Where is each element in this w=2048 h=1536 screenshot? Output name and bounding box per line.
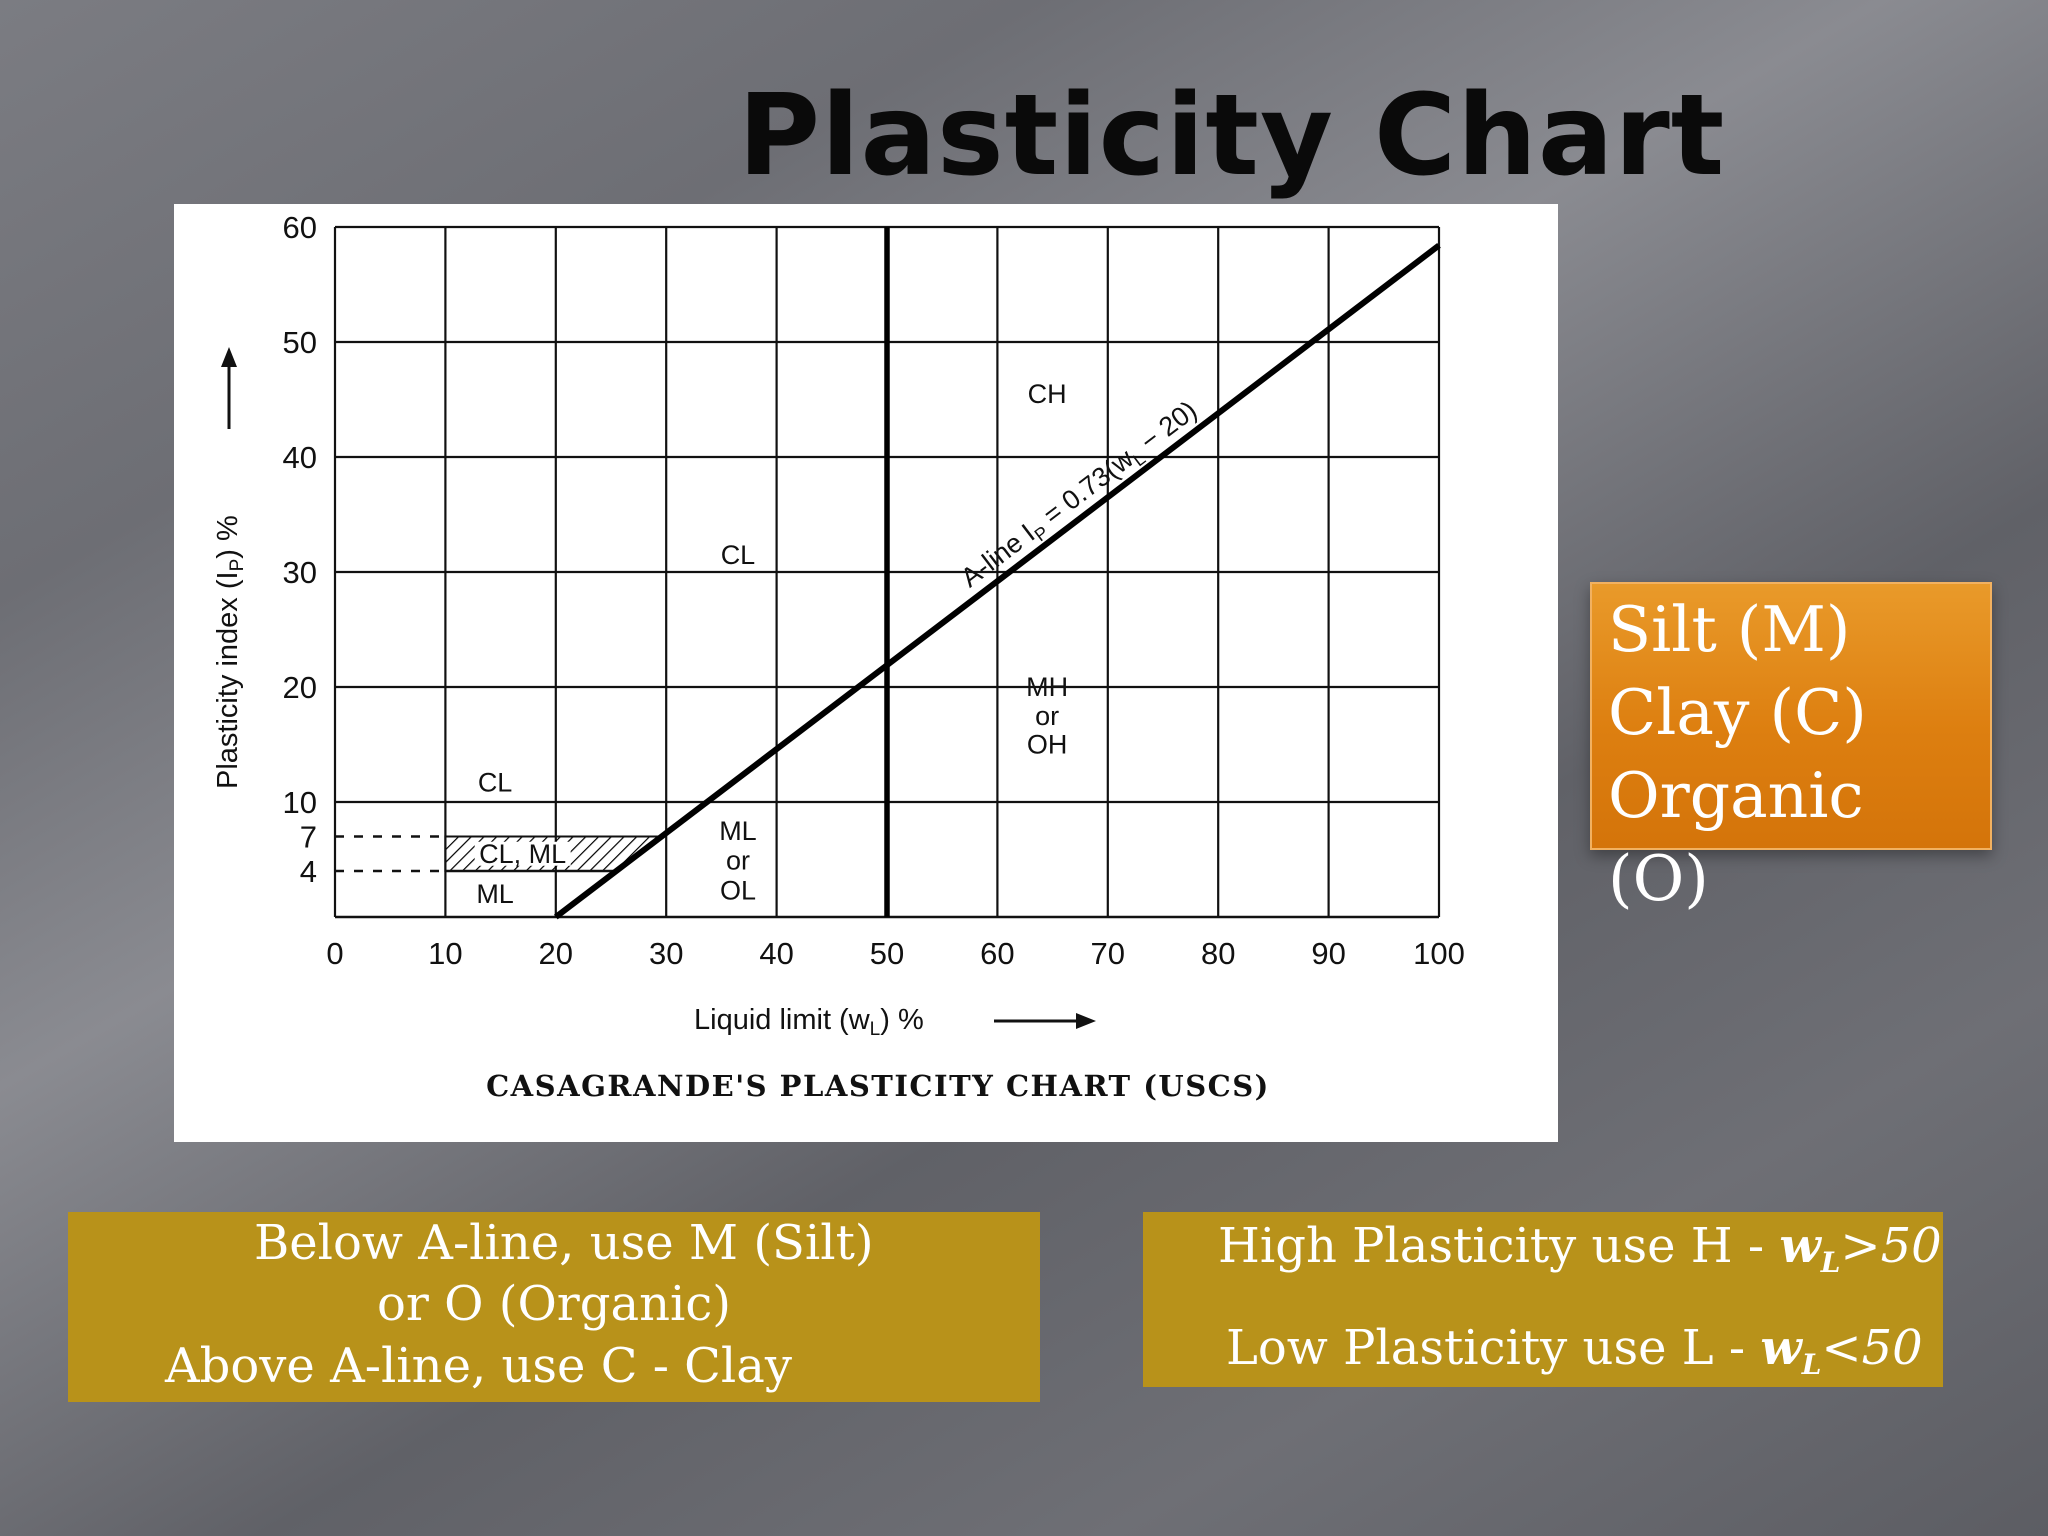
y-tick-label: 10	[283, 785, 317, 820]
x-tick-label: 30	[649, 936, 683, 971]
zone-label: CL	[721, 540, 756, 570]
plasticity-rule-note: High Plasticity use H - wL>50 Low Plasti…	[1143, 1212, 1943, 1387]
a-line	[553, 243, 1441, 920]
note-high-plasticity: High Plasticity use H - wL>50	[1218, 1218, 1942, 1279]
y-tick-label: 40	[283, 440, 317, 475]
x-tick-label: 80	[1201, 936, 1235, 971]
x-tick-label: 100	[1413, 936, 1465, 971]
legend-box	[1590, 582, 1992, 850]
x-tick-label: 0	[326, 936, 343, 971]
zone-label-background	[474, 841, 571, 866]
zone-label: CL, ML	[479, 839, 566, 869]
zone-label: MH	[1026, 672, 1068, 702]
x-tick-label: 50	[870, 936, 904, 971]
x-tick-label: 10	[428, 936, 462, 971]
slide-title: Plasticity Chart	[738, 71, 1726, 201]
y-tick-label: 60	[283, 210, 317, 245]
note-low-plasticity: Low Plasticity use L - wL<50	[1226, 1320, 1923, 1381]
chart-caption: CASAGRANDE'S PLASTICITY CHART (USCS)	[486, 1069, 1270, 1103]
x-tick-label: 60	[980, 936, 1014, 971]
y-tick-label: 30	[283, 555, 317, 590]
legend-item-organic: Organic	[1608, 759, 1864, 832]
zone-label: or	[726, 846, 750, 876]
x-tick-label: 90	[1311, 936, 1345, 971]
zone-label: CH	[1028, 379, 1067, 409]
note-below-a-line: Below A-line, use M (Silt)	[254, 1215, 874, 1271]
zone-label: ML	[476, 879, 514, 909]
note-organic: or O (Organic)	[377, 1276, 731, 1332]
zone-label: OH	[1027, 730, 1068, 760]
y-tick-label: 7	[300, 820, 317, 855]
chart-lines	[335, 227, 1441, 920]
y-tick-label: 20	[283, 670, 317, 705]
a-line-rule-note: Below A-line, use M (Silt) or O (Organic…	[68, 1212, 1040, 1402]
x-axis-label: Liquid limit (wL) %	[694, 1004, 924, 1040]
zone-label: OL	[720, 876, 756, 906]
zone-label: ML	[719, 816, 757, 846]
x-tick-label: 20	[539, 936, 573, 971]
a-line-label: A-line IP = 0.73(wL − 20)	[955, 395, 1205, 596]
soil-type-legend: Silt (M) Clay (C) Organic (O)	[1608, 588, 1988, 920]
y-tick-label: 4	[300, 854, 317, 889]
legend-item-clay: Clay (C)	[1608, 676, 1867, 749]
zone-label: CL	[478, 767, 513, 797]
y-tick-label: 50	[283, 325, 317, 360]
note-above-a-line: Above A-line, use C - Clay	[165, 1338, 792, 1394]
chart-panel: 0 10 20 30 40 50 60 70 80 90 100 4 7 10 20 30 40 50 60 CH C…	[174, 204, 1558, 1142]
y-axis-arrow	[221, 347, 237, 429]
x-tick-label: 40	[759, 936, 793, 971]
zone-label: or	[1035, 701, 1059, 731]
y-axis-label: Plasticity index (IP) %	[212, 515, 248, 789]
x-tick-label: 70	[1091, 936, 1125, 971]
legend-item-silt: Silt (M)	[1608, 593, 1851, 666]
legend-item-organic-abbrev: (O)	[1608, 842, 1709, 915]
x-axis-arrow	[994, 1013, 1096, 1029]
